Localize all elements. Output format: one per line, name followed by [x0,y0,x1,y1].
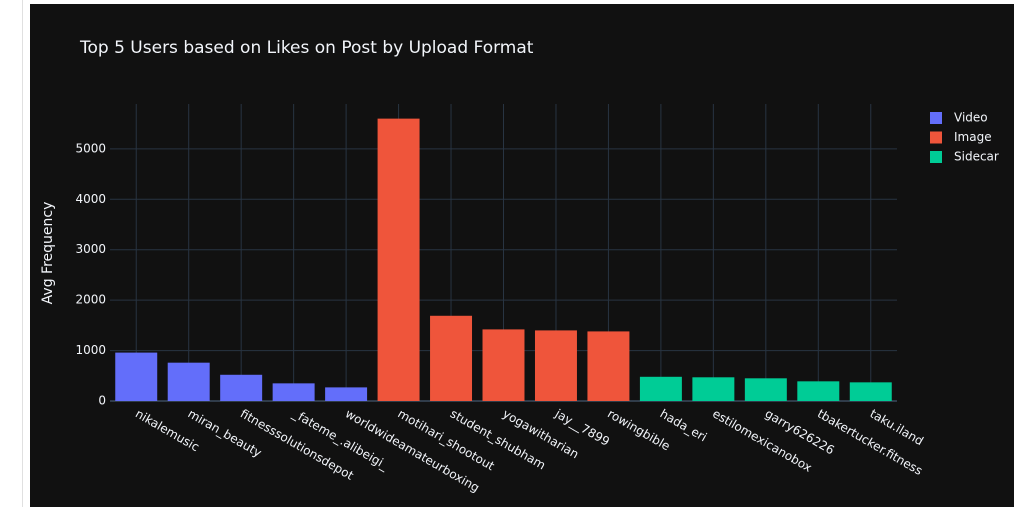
bar [692,377,735,401]
y-tick-label: 2000 [75,293,106,307]
chart: Top 5 Users based on Likes on Post by Up… [30,4,1014,507]
legend-label[interactable]: Sidecar [954,150,999,164]
bar [377,118,420,401]
legend-swatch[interactable] [930,151,942,163]
legend-swatch[interactable] [930,131,942,144]
y-axis-label: Avg Frequency [40,202,56,305]
bar [272,383,315,401]
y-tick-label: 0 [98,394,106,408]
chart-title: Top 5 Users based on Likes on Post by Up… [79,38,534,58]
bar [744,378,787,401]
y-tick-label: 3000 [75,242,106,256]
bar [115,352,158,401]
bar [482,329,525,401]
chart-background [30,4,1014,507]
y-tick-label: 4000 [75,192,106,206]
bar [534,330,577,401]
bar [220,374,263,401]
bar [849,382,892,401]
bar [325,387,368,401]
bar [167,362,210,401]
legend-label[interactable]: Image [954,130,992,144]
bar [797,381,840,401]
legend-label[interactable]: Video [954,111,988,125]
y-tick-label: 1000 [75,343,106,357]
gutter-line [22,0,23,507]
bar [587,331,630,401]
legend-swatch[interactable] [930,112,942,124]
bar [639,376,682,401]
bar [430,315,473,401]
y-tick-label: 5000 [75,141,106,155]
